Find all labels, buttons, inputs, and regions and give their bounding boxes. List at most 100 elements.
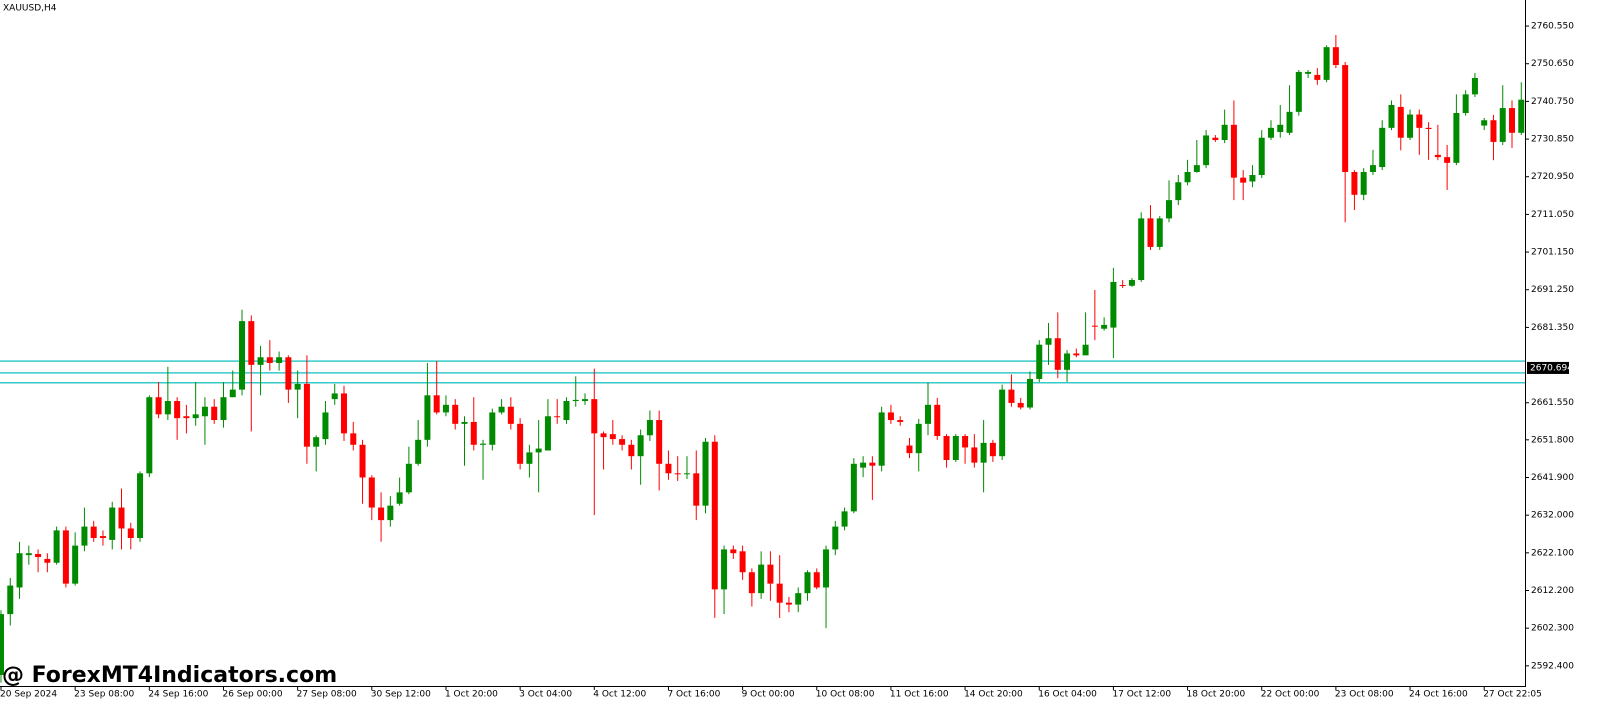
candle-body [266,357,273,363]
x-tick-label: 1 Oct 20:00 [445,690,498,700]
candle-body [1230,124,1237,178]
candle-body [415,439,422,464]
candle-body [785,602,792,605]
candle-body [1286,111,1293,133]
candle-body [748,572,755,594]
candle-body [192,414,199,419]
candle-body [1481,120,1488,126]
candle-body [563,401,570,421]
candle-body [1277,124,1284,133]
y-tick-label: 2592.400 [1531,661,1574,671]
candle-body [925,404,931,424]
x-tick-label: 24 Sep 16:00 [148,690,208,700]
candle-body [340,393,347,434]
candle-body [1082,344,1089,356]
candle-body [609,434,616,440]
candle-body [702,441,709,506]
candle-body [1045,338,1052,345]
x-tick-label: 10 Oct 08:00 [816,690,875,700]
x-tick-label: 23 Sep 08:00 [74,690,134,700]
candle-body [164,401,171,415]
candle-body [1091,325,1098,327]
candle-body [1425,127,1432,129]
candle-body [433,395,440,413]
candle-body [804,572,811,594]
price-label: 2670.694 [1530,363,1573,373]
candle-body [0,614,4,675]
candle-body [952,436,959,460]
candle-body [313,437,320,447]
candle-body [674,473,681,475]
candle-body [155,397,162,415]
y-tick-label: 2720.950 [1531,172,1574,182]
candle-body [452,404,459,424]
candle-body [405,463,412,493]
candle-body [869,462,876,466]
candle-body [637,435,644,457]
candle-body [1166,200,1173,219]
plot-area [0,35,1525,683]
candle-body [850,463,857,512]
candle-body [776,583,783,603]
candle-body [489,412,496,445]
candle-body [1499,108,1506,142]
candle-body [378,507,385,521]
x-tick-label: 7 Oct 16:00 [667,690,720,700]
y-tick-label: 2730.850 [1531,135,1574,145]
candle-body [1203,135,1210,166]
candle-body [1397,106,1404,138]
candle-body [62,530,69,584]
candle-body [44,558,51,563]
candle-body [693,473,700,506]
candle-body [795,593,802,605]
x-tick-label: 22 Oct 00:00 [1261,690,1320,700]
candle-body [1342,65,1349,172]
candle-body [1036,344,1043,379]
candle-body [480,443,487,445]
candle-body [322,412,329,440]
candle-body [962,436,969,448]
candle-body [665,463,672,474]
candle-body [897,420,904,422]
x-tick-label: 24 Oct 16:00 [1409,690,1468,700]
candle-body [276,357,283,363]
y-tick-label: 2701.150 [1531,248,1574,258]
candle-body [517,423,524,464]
candle-body [498,406,505,413]
candle-body [174,401,181,419]
y-tick-label: 2612.200 [1531,586,1574,596]
candle-body [368,477,375,508]
candle-body [248,321,255,365]
candle-body [711,441,718,590]
candle-body [1351,171,1358,195]
candle-body [396,492,403,504]
candle-body [980,442,987,463]
candle-body [1054,338,1061,370]
candle-body [1249,175,1256,182]
candle-body [730,549,737,554]
candle-body [81,526,88,546]
x-tick-label: 18 Oct 20:00 [1187,690,1246,700]
candle-body [1008,389,1015,403]
price-label-box [1527,361,1569,374]
candle-body [1369,165,1376,172]
x-tick-label: 14 Oct 20:00 [964,690,1023,700]
candle-body [1221,124,1228,141]
y-tick-label: 2681.350 [1531,323,1574,333]
y-tick-label: 2740.750 [1531,97,1574,107]
candle-body [303,383,310,447]
x-tick-label: 17 Oct 12:00 [1112,690,1171,700]
candle-body [813,572,820,588]
y-tick-label: 2651.800 [1531,435,1574,445]
candle-body [35,553,42,558]
candle-body [1017,402,1024,408]
candle-body [619,439,626,445]
candle-body [1156,218,1163,247]
candle-body [201,406,208,417]
candle-body [526,452,533,464]
y-tick-label: 2661.550 [1531,398,1574,408]
candle-body [127,528,134,538]
candle-body [1184,171,1191,183]
y-tick-label: 2602.300 [1531,624,1574,634]
y-tick-label: 2760.550 [1531,22,1574,32]
